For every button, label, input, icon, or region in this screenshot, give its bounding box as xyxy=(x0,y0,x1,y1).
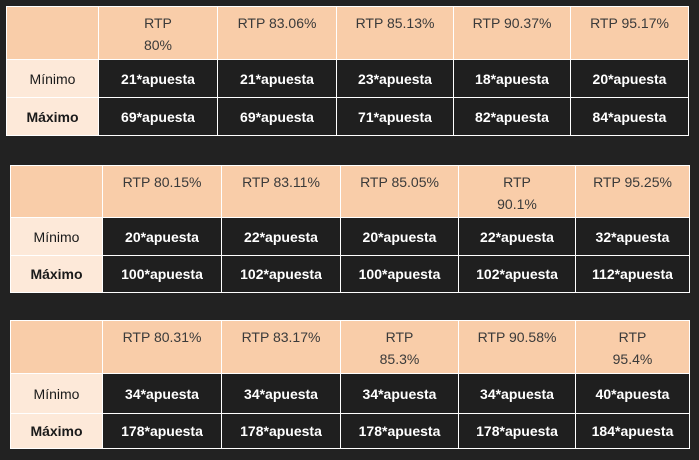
table-corner-cell xyxy=(10,320,103,374)
min-value-cell: 18*apuesta xyxy=(453,59,571,98)
min-value-cell: 22*apuesta xyxy=(458,217,576,256)
max-value-cell: 178*apuesta xyxy=(221,413,341,449)
min-value-cell: 21*apuesta xyxy=(98,59,218,98)
min-value-cell: 34*apuesta xyxy=(340,373,459,414)
min-value-cell: 32*apuesta xyxy=(575,217,690,256)
rtp-header: RTP 80.31% xyxy=(102,320,222,374)
max-value-cell: 100*apuesta xyxy=(102,255,222,293)
rtp-header: RTP 90.1% xyxy=(458,165,576,218)
max-value-cell: 112*apuesta xyxy=(575,255,690,293)
rtp-header: RTP 85.05% xyxy=(340,165,459,218)
max-value-cell: 69*apuesta xyxy=(217,97,337,136)
min-row-label: Mínimo xyxy=(6,59,99,98)
rtp-header: RTP 85.13% xyxy=(336,6,454,60)
min-value-cell: 20*apuesta xyxy=(340,217,459,256)
min-value-cell: 40*apuesta xyxy=(575,373,690,414)
max-value-cell: 69*apuesta xyxy=(98,97,218,136)
max-value-cell: 178*apuesta xyxy=(340,413,459,449)
min-row-label: Mínimo xyxy=(10,217,103,256)
rtp-table-2: RTP 80.15% RTP 83.11% RTP 85.05% RTP 90.1… xyxy=(10,165,690,293)
rtp-header: RTP 95.4% xyxy=(575,320,690,374)
rtp-header: RTP 90.37% xyxy=(453,6,571,60)
max-value-cell: 100*apuesta xyxy=(340,255,459,293)
min-value-cell: 34*apuesta xyxy=(102,373,222,414)
rtp-header: RTP 83.17% xyxy=(221,320,341,374)
max-value-cell: 178*apuesta xyxy=(458,413,576,449)
max-row-label: Máximo xyxy=(10,413,103,449)
max-value-cell: 82*apuesta xyxy=(453,97,571,136)
rtp-header: RTP 90.58% xyxy=(458,320,576,374)
rtp-header: RTP 83.11% xyxy=(221,165,341,218)
min-value-cell: 20*apuesta xyxy=(570,59,689,98)
min-value-cell: 34*apuesta xyxy=(458,373,576,414)
max-value-cell: 102*apuesta xyxy=(221,255,341,293)
max-row-label: Máximo xyxy=(10,255,103,293)
min-value-cell: 34*apuesta xyxy=(221,373,341,414)
rtp-table-3: RTP 80.31% RTP 83.17% RTP 85.3% RTP 90.58… xyxy=(10,320,690,449)
table-corner-cell xyxy=(10,165,103,218)
rtp-header: RTP 85.3% xyxy=(340,320,459,374)
rtp-table-1: RTP 80% RTP 83.06% RTP 85.13% RTP 90.37% … xyxy=(6,6,689,136)
min-row-label: Mínimo xyxy=(10,373,103,414)
min-value-cell: 20*apuesta xyxy=(102,217,222,256)
max-row-label: Máximo xyxy=(6,97,99,136)
max-value-cell: 178*apuesta xyxy=(102,413,222,449)
min-value-cell: 23*apuesta xyxy=(336,59,454,98)
rtp-header: RTP 80% xyxy=(98,6,218,60)
table-corner-cell xyxy=(6,6,99,60)
rtp-header: RTP 95.25% xyxy=(575,165,690,218)
max-value-cell: 102*apuesta xyxy=(458,255,576,293)
max-value-cell: 71*apuesta xyxy=(336,97,454,136)
max-value-cell: 184*apuesta xyxy=(575,413,690,449)
max-value-cell: 84*apuesta xyxy=(570,97,689,136)
min-value-cell: 22*apuesta xyxy=(221,217,341,256)
rtp-header: RTP 80.15% xyxy=(102,165,222,218)
min-value-cell: 21*apuesta xyxy=(217,59,337,98)
rtp-header: RTP 95.17% xyxy=(570,6,689,60)
rtp-header: RTP 83.06% xyxy=(217,6,337,60)
